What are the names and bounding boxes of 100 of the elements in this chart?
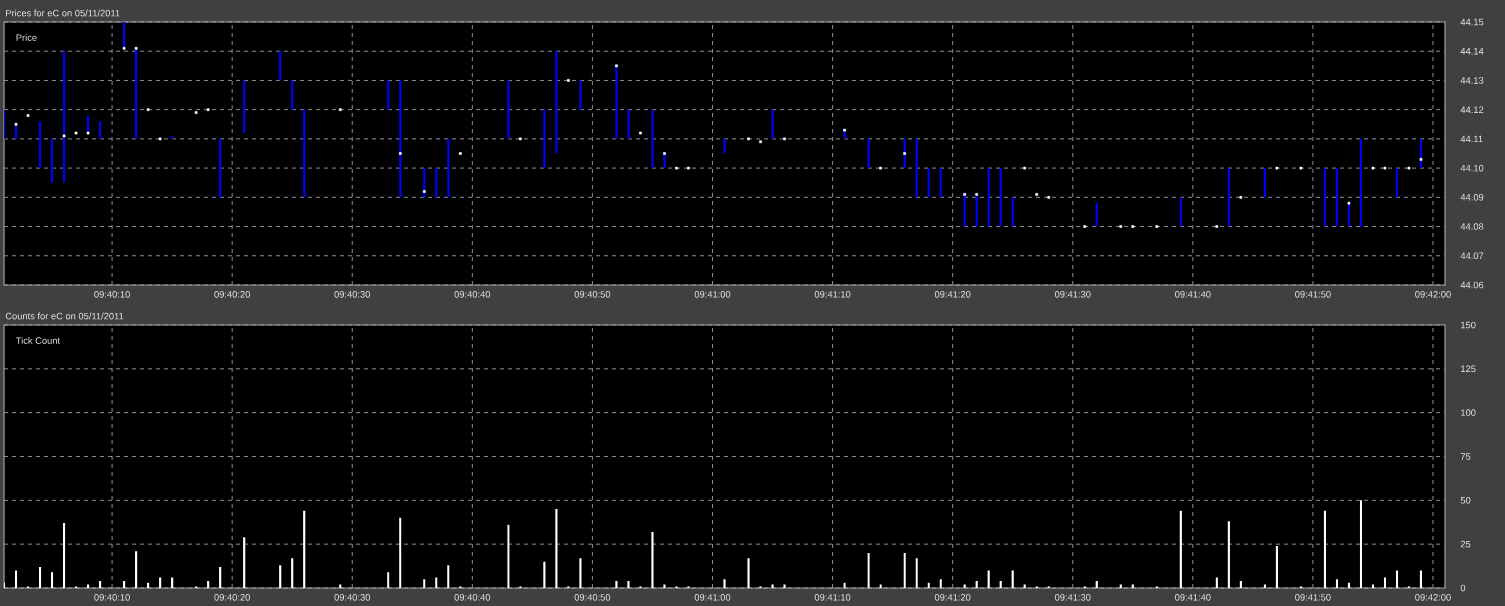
point [1023,166,1027,170]
bar [627,109,630,139]
bar [435,577,438,588]
x-tick-label: 09:41:00 [694,291,731,298]
chart-title: Counts for eC on 05/11/2011 [5,312,124,320]
bar [939,168,942,198]
point [194,111,198,114]
bar [219,138,222,198]
point [74,131,78,135]
bar [303,510,306,588]
bar [1179,510,1182,588]
y-tick-label: 44.07 [1460,252,1484,260]
point [783,137,786,141]
point [567,79,570,82]
y-tick-label: 100 [1461,409,1476,416]
bar [555,509,558,588]
bar [1335,579,1338,588]
point [1083,225,1087,228]
x-tick-label: 09:40:30 [334,291,371,298]
bar [1263,584,1266,588]
y-tick-label: 44.15 [1460,18,1484,26]
bar [279,565,282,588]
bar [963,194,966,227]
bar [615,580,618,588]
point [1239,195,1243,199]
point [903,152,906,155]
bar [38,121,42,169]
bar [1095,203,1098,227]
bar [243,80,246,134]
y-tick-label: 44.13 [1460,77,1484,84]
point [458,152,462,155]
x-tick-label: 09:40:50 [574,594,611,601]
bar [999,168,1002,227]
bar [615,65,618,139]
bar [963,584,966,588]
point [206,108,210,111]
x-tick-label: 09:40:50 [574,291,611,298]
bar [723,138,726,154]
bar [123,580,126,588]
bar [387,80,390,110]
bar [447,138,450,198]
point [62,134,66,138]
bar [99,121,102,139]
bar [999,580,1002,588]
bar [14,570,18,588]
bar [663,584,666,588]
y-tick-label: 75 [1460,453,1471,460]
bar [1011,197,1014,227]
x-tick-label: 09:41:40 [1175,291,1211,298]
bar [171,135,174,139]
bar [867,138,870,169]
bar [651,531,654,588]
bar [939,579,942,588]
point [747,137,750,141]
bar [507,80,510,139]
x-tick-label: 09:42:00 [1415,594,1451,601]
point [1155,225,1159,228]
bar [555,51,558,154]
bar [1323,510,1326,588]
bar [771,584,774,588]
bar [651,109,654,169]
point [843,128,846,132]
bar [423,579,426,588]
bar [1119,584,1122,588]
bar [291,558,294,588]
bar [399,80,402,198]
x-tick-label: 09:40:30 [334,594,371,601]
y-tick-label: 25 [1460,540,1471,548]
bar [207,580,210,588]
point [519,137,522,141]
point [615,64,618,68]
bar [86,584,90,588]
x-tick-label: 09:41:50 [1295,291,1331,298]
bar [62,51,66,183]
y-tick-label: 44.08 [1460,223,1484,230]
x-tick-label: 09:41:40 [1175,594,1211,601]
bar [927,168,930,198]
bar [1215,577,1218,588]
bar [1131,584,1134,588]
y-tick-label: 44.12 [1460,106,1484,113]
bar [975,580,978,588]
bar [987,570,990,588]
point [1035,193,1039,196]
point [122,46,126,50]
point [879,166,882,170]
annotation: Tick Count [16,337,60,344]
bar [723,579,726,588]
bar [279,51,282,81]
point [26,114,30,117]
y-tick-label: 44.06 [1460,281,1484,289]
y-tick-label: 150 [1461,321,1476,329]
bar [1359,500,1363,588]
bar [783,584,786,588]
bar [147,582,150,588]
point [975,193,979,196]
point [963,193,967,196]
point [146,108,150,111]
bar [171,577,174,588]
point [338,108,342,111]
bar [903,552,906,588]
